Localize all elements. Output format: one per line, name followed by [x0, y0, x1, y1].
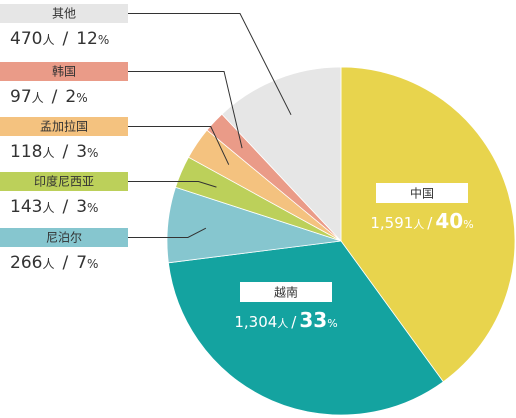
side-slice-name: 韩国 [52, 64, 76, 79]
inner-label-box [240, 282, 332, 302]
side-label-box [0, 228, 128, 247]
inner-label-2: 越南 1,304人/33% [234, 282, 338, 332]
side-slice-name: 其他 [52, 7, 76, 21]
pie-slice-7 [221, 66, 342, 243]
inner-slice-value: 1,591人/40% [370, 209, 473, 233]
side-slice-value: 97人/2% [10, 87, 88, 107]
leader-line [128, 13, 292, 116]
inner-slice-value: 1,304人/33% [234, 308, 337, 332]
side-label-6: 韩国 97人/2% [0, 62, 128, 107]
leader-line [128, 71, 243, 149]
pie-slice-1 [340, 66, 516, 383]
side-slice-name: 印度尼西亚 [34, 174, 94, 189]
leader-line [128, 181, 217, 188]
side-labels: 其他 470人/12% 韩国 97人/2% 孟加拉国 118人/3% 印度尼西亚 143人/3… [0, 4, 128, 273]
pie-slices [166, 66, 516, 416]
side-slice-value: 266人/7% [10, 253, 98, 273]
side-slice-value: 470人/12% [10, 29, 109, 49]
side-slice-value: 143人/3% [10, 197, 98, 217]
side-label-box [0, 4, 128, 23]
side-label-box [0, 172, 128, 191]
inner-slice-name: 越南 [274, 285, 298, 300]
side-slice-name: 尼泊尔 [46, 230, 82, 245]
leader-lines [128, 13, 292, 238]
leader-line [128, 126, 230, 165]
side-slice-name: 孟加拉国 [40, 119, 88, 134]
side-label-box [0, 117, 128, 136]
side-label-7: 其他 470人/12% [0, 4, 128, 49]
leader-line [128, 227, 207, 238]
inner-label-box [376, 183, 468, 203]
inner-labels: 中国 1,591人/40% 越南 1,304人/33% [234, 183, 474, 332]
inner-label-1: 中国 1,591人/40% [370, 183, 474, 233]
side-slice-value: 118人/3% [10, 142, 98, 162]
inner-slice-name: 中国 [410, 186, 434, 201]
side-label-3: 尼泊尔 266人/7% [0, 228, 128, 273]
side-label-4: 印度尼西亚 143人/3% [0, 172, 128, 217]
side-label-5: 孟加拉国 118人/3% [0, 117, 128, 162]
side-label-box [0, 62, 128, 81]
pie-slice-2 [167, 240, 444, 416]
